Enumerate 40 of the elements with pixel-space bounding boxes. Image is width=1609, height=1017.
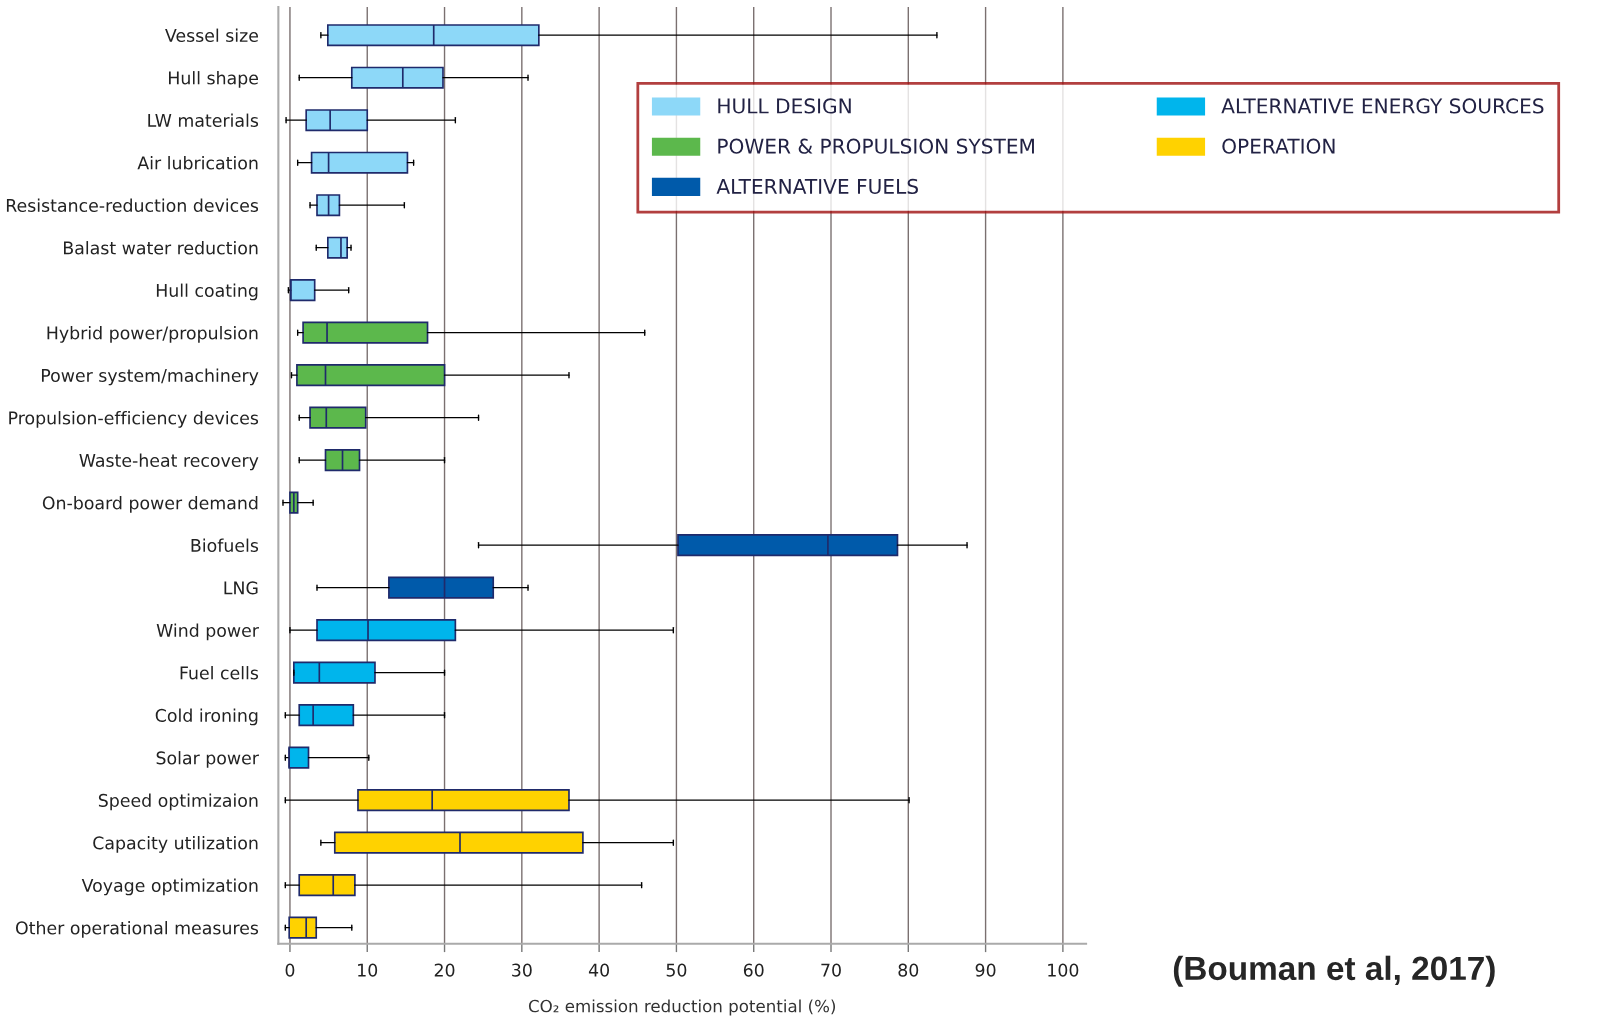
y-tick-label: Air lubrication xyxy=(137,156,258,170)
x-tick-label: 80 xyxy=(898,963,919,977)
y-tick-label: Wind power xyxy=(156,623,259,641)
x-tick-label: 0 xyxy=(285,963,295,977)
y-tick-label: On-board power demand xyxy=(42,496,258,513)
y-tick-label: LW materials xyxy=(148,113,259,128)
y-tick-label: Voyage optimization xyxy=(81,878,258,896)
y-tick-label: Hull shape xyxy=(169,71,258,88)
legend-label: HULL DESIGN xyxy=(718,98,851,114)
y-tick-label: LNG xyxy=(224,581,258,595)
x-tick-label: 90 xyxy=(975,963,996,977)
y-tick-label: Hull coating xyxy=(156,283,258,301)
x-tick-label: 70 xyxy=(821,963,841,977)
y-tick-label: Capacity utilization xyxy=(93,836,258,853)
y-tick-label: Biofuels xyxy=(191,538,259,552)
text: (Bouman et al, 2017) xyxy=(1173,955,1495,987)
y-tick-label: Hybrid power/propulsion xyxy=(47,326,258,343)
x-tick-label: 20 xyxy=(434,963,455,977)
legend-label: ALTERNATIVE ENERGY SOURCES xyxy=(1221,98,1544,114)
x-tick-label: 60 xyxy=(743,963,764,977)
x-tick-label: 100 xyxy=(1048,963,1079,977)
legend-label: ALTERNATIVE FUELS xyxy=(716,178,918,195)
y-tick-label: Other operational measures xyxy=(15,921,259,938)
y-tick-label: Propulsion-efficiency devices xyxy=(9,411,259,428)
legend-label: POWER & PROPULSION SYSTEM xyxy=(718,138,1034,154)
y-tick-label: Power system/machinery xyxy=(41,368,259,386)
y-tick-label: Fuel cells xyxy=(180,666,259,680)
y-tick-label: Vessel size xyxy=(165,28,258,43)
y-tick-label: Resistance-reduction devices xyxy=(6,198,259,212)
y-tick-label: Speed optimizaion xyxy=(98,793,258,811)
x-tick-label: 30 xyxy=(512,963,532,977)
x-tick-label: 50 xyxy=(666,963,687,977)
legend-label: OPERATION xyxy=(1222,138,1335,154)
x-tick-label: 40 xyxy=(588,963,610,977)
x-tick-label: 10 xyxy=(358,963,378,977)
y-tick-label: Balast water reduction xyxy=(64,241,258,255)
x-axis-title: CO₂ emission reduction potential (%) xyxy=(528,999,836,1016)
y-tick-label: Waste-heat recovery xyxy=(79,453,259,471)
y-tick-label: Cold ironing xyxy=(155,708,258,726)
y-tick-label: Solar power xyxy=(156,751,259,768)
